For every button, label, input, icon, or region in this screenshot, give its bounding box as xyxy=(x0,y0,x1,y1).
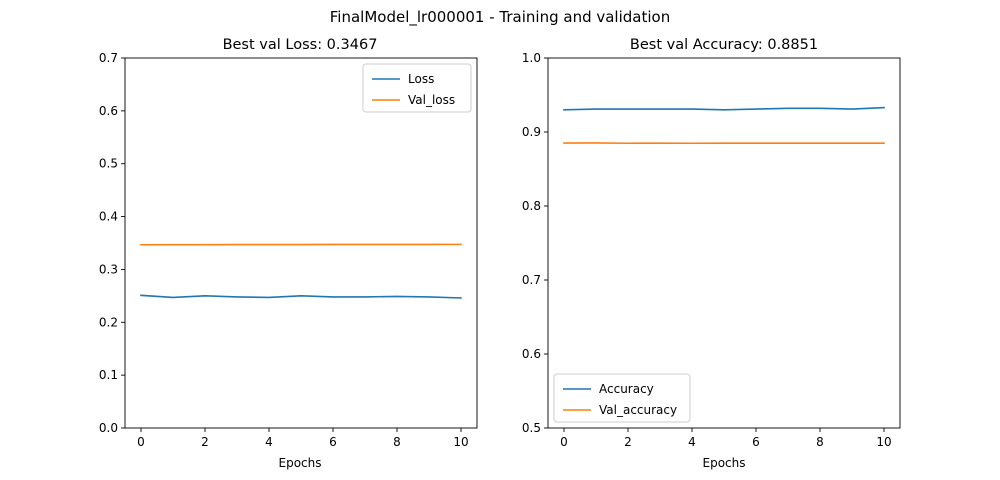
accuracy-chart-title: Best val Accuracy: 0.8851 xyxy=(630,37,818,53)
figure-suptitle: FinalModel_lr000001 - Training and valid… xyxy=(330,8,670,27)
loss-chart-frame xyxy=(124,57,478,429)
accuracy-chart-y-tick-label: 0.6 xyxy=(522,347,541,361)
loss-chart-y-tick-label: 0.5 xyxy=(99,157,118,171)
loss-chart-x-tick-label: 2 xyxy=(201,435,209,449)
accuracy-chart-x-tick-label: 4 xyxy=(688,435,696,449)
accuracy-chart-y-tick-label: 0.5 xyxy=(522,421,541,435)
accuracy-chart-legend: Accuracy Val_accuracy xyxy=(553,373,691,423)
loss-chart-y-tick-label: 0.7 xyxy=(99,51,118,65)
accuracy-chart-legend-label-accuracy: Accuracy xyxy=(599,382,654,396)
accuracy-chart-y-tick-label: 1.0 xyxy=(522,51,541,65)
accuracy-chart-x-tick-label: 8 xyxy=(816,435,824,449)
accuracy-chart-x-axis-label: Epochs xyxy=(703,456,746,470)
loss-chart-legend-label-loss: Loss xyxy=(408,72,434,86)
loss-chart-x-axis-label: Epochs xyxy=(279,456,322,470)
accuracy-chart-x-tick-label: 2 xyxy=(624,435,632,449)
loss-chart-legend-label-val-loss: Val_loss xyxy=(408,93,455,107)
accuracy-chart-y-tick-label: 0.9 xyxy=(522,125,541,139)
accuracy-chart-x-tick-label: 10 xyxy=(876,435,891,449)
loss-chart: Best val Loss: 0.3467 Epochs 0 2 4 6 8 10 0.0 0… xyxy=(99,37,478,470)
accuracy-chart-x-tick-label: 0 xyxy=(560,435,568,449)
loss-chart-x-tick-label: 4 xyxy=(265,435,273,449)
loss-chart-series-loss-line xyxy=(140,294,462,299)
loss-chart-y-tick-label: 0.1 xyxy=(99,368,118,382)
loss-chart-y-tick-label: 0.2 xyxy=(99,315,118,329)
loss-chart-x-tick-label: 6 xyxy=(329,435,337,449)
accuracy-chart-frame xyxy=(547,57,901,429)
accuracy-chart-x-tick-label: 6 xyxy=(752,435,760,449)
loss-chart-y-tick-label: 0.4 xyxy=(99,210,118,224)
accuracy-chart-legend-label-val-accuracy: Val_accuracy xyxy=(599,403,677,417)
accuracy-chart: Best val Accuracy: 0.8851 Epochs 0 2 4 6 8 10… xyxy=(522,37,901,470)
loss-chart-y-tick-label: 0.3 xyxy=(99,262,118,276)
accuracy-chart-y-tick-label: 0.8 xyxy=(522,199,541,213)
loss-chart-x-tick-label: 10 xyxy=(453,435,468,449)
loss-chart-title: Best val Loss: 0.3467 xyxy=(223,37,378,53)
loss-chart-x-tick-label: 0 xyxy=(137,435,145,449)
loss-chart-x-tick-label: 8 xyxy=(393,435,401,449)
accuracy-chart-y-tick-label: 0.7 xyxy=(522,273,541,287)
accuracy-chart-series-accuracy-line xyxy=(563,106,885,111)
loss-chart-legend: Loss Val_loss xyxy=(362,63,472,113)
loss-chart-y-tick-label: 0.6 xyxy=(99,104,118,118)
loss-chart-y-tick-label: 0.0 xyxy=(99,421,118,435)
